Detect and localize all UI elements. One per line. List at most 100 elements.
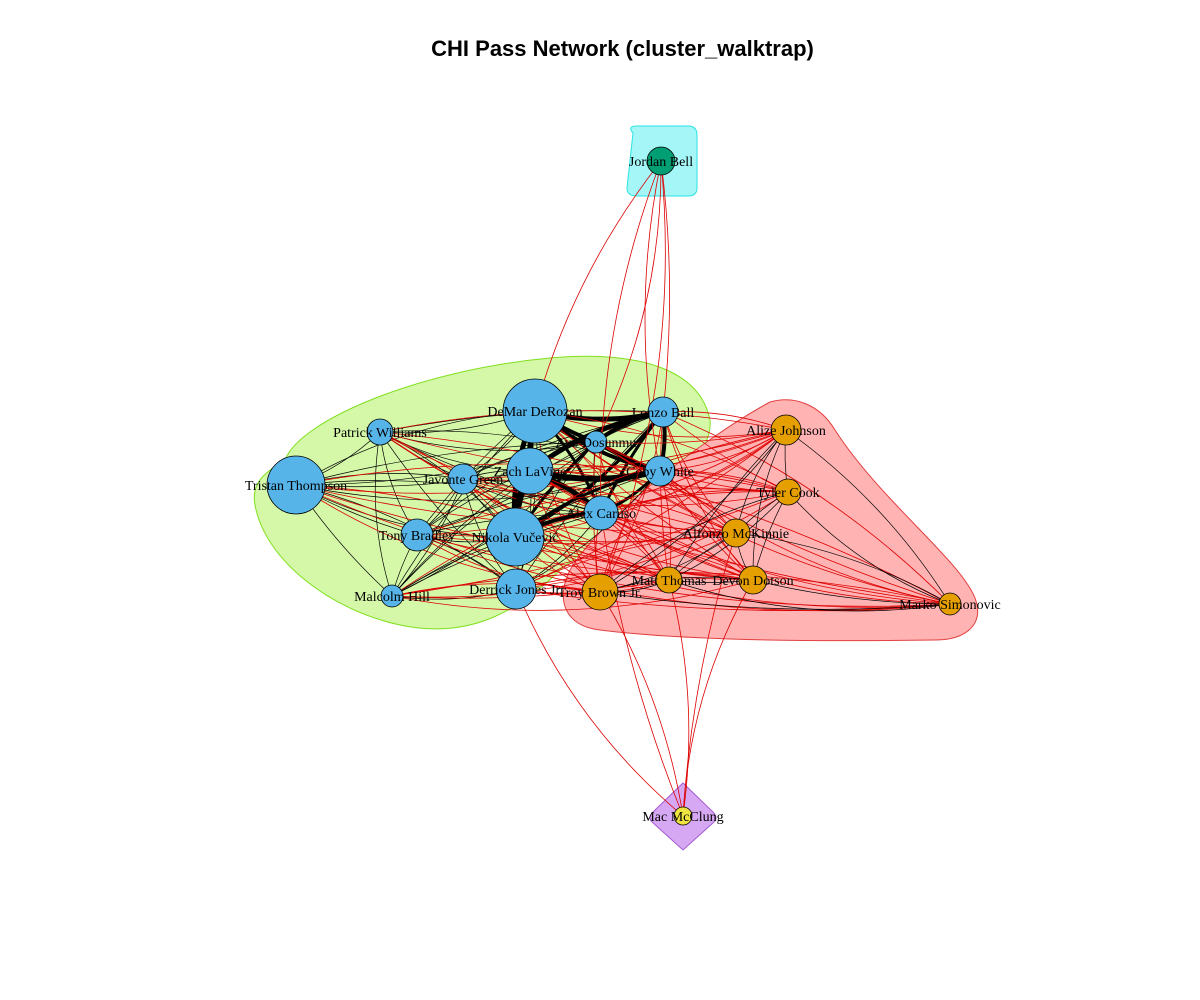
edge-bradley-dotson xyxy=(416,534,754,581)
edge-derozan-bell xyxy=(534,160,662,412)
node-simonovic xyxy=(938,592,962,616)
edge-hill-johnson xyxy=(391,429,787,597)
edge-williams-dotson xyxy=(379,431,754,581)
edge-ball-bell xyxy=(660,160,670,413)
edge-bradley-simonovic xyxy=(416,534,951,612)
node-green xyxy=(447,463,479,495)
edge-johnson-dotson xyxy=(752,429,787,581)
node-label-hill: Malcolm Hill xyxy=(354,590,430,605)
node-label-simonovic: Marko Simonovic xyxy=(899,598,1001,613)
edge-johnson-brown xyxy=(599,429,787,593)
edge-thomas-mcclung xyxy=(668,579,690,817)
node-label-mcclung: Mac McClung xyxy=(642,810,723,825)
edge-brown-mcclung xyxy=(599,591,684,817)
edge-hill-dotson xyxy=(391,579,754,611)
edge-white-bradley xyxy=(416,470,661,536)
node-dosunmu xyxy=(584,430,608,454)
edge-ball-mckinnie xyxy=(662,411,737,534)
edge-thompson-lavine xyxy=(295,470,531,488)
node-johnson xyxy=(770,414,802,446)
node-label-derozan: DeMar DeRozan xyxy=(487,405,582,420)
node-label-green: Javonte Green xyxy=(423,473,503,488)
node-cook xyxy=(774,478,802,506)
edge-ball-thomas xyxy=(660,411,670,581)
edge-brown-simonovic xyxy=(599,591,951,610)
edge-jones-mckinnie xyxy=(515,532,737,590)
edge-lavine-dotson xyxy=(529,470,754,581)
edge-bradley-cook xyxy=(416,488,789,536)
edge-dosunmu-johnson xyxy=(595,429,787,444)
node-label-caruso: Alex Caruso xyxy=(566,507,636,522)
node-derozan xyxy=(502,378,568,444)
edge-cook-brown xyxy=(599,491,789,593)
edge-ball-simonovic xyxy=(662,411,951,605)
edge-lavine-mckinnie xyxy=(529,470,737,534)
node-white xyxy=(644,455,676,487)
edge-johnson-thomas xyxy=(668,429,787,581)
node-label-thompson: Tristan Thompson xyxy=(245,479,347,494)
edge-green-johnson xyxy=(462,429,787,480)
node-label-brown: Troy Brown Jr. xyxy=(558,586,643,601)
edge-caruso-mcclung xyxy=(600,512,684,817)
node-thompson xyxy=(266,455,326,515)
node-label-lavine: Zach LaVine xyxy=(494,465,567,480)
node-label-cook: Tyler Cook xyxy=(756,486,819,501)
node-mcclung xyxy=(673,806,693,826)
node-mckinnie xyxy=(721,518,751,548)
node-williams xyxy=(366,418,394,446)
edge-williams-hill xyxy=(374,431,393,597)
node-label-williams: Patrick Williams xyxy=(333,426,427,441)
node-jones xyxy=(495,568,537,610)
node-caruso xyxy=(583,495,619,531)
nodes-layer xyxy=(266,146,962,826)
edge-white-bell xyxy=(644,160,662,472)
edge-lavine-simonovic xyxy=(529,470,951,605)
edge-williams-johnson xyxy=(379,410,787,433)
edge-dosunmu-thompson xyxy=(295,441,597,486)
node-label-mckinnie: Alfonzo McKinnie xyxy=(683,527,789,542)
edge-jones-mcclung xyxy=(515,588,684,817)
edge-white-jones xyxy=(515,470,661,590)
edge-johnson-simonovic xyxy=(785,429,951,605)
edge-dotson-mcclung xyxy=(682,579,754,817)
edge-caruso-bell xyxy=(600,160,662,514)
edge-williams-jones xyxy=(379,431,517,590)
edge-jones-cook xyxy=(515,491,789,590)
node-label-johnson: Alize Johnson xyxy=(746,424,826,439)
edge-cook-simonovic xyxy=(787,491,951,605)
node-label-white: Coby White xyxy=(626,465,694,480)
labels-layer: DeMar DeRozan Lonzo Ball Patrick Williams A… xyxy=(245,155,1001,825)
edge-hill-cook xyxy=(391,491,789,597)
edge-brown-bell xyxy=(599,160,666,593)
node-lavine xyxy=(506,447,554,495)
node-bell xyxy=(646,146,676,176)
edge-mckinnie-simonovic xyxy=(735,532,951,605)
edge-jones-johnson xyxy=(515,429,787,590)
node-label-dosunmu: Ayo Dosunmu xyxy=(556,436,637,451)
edge-green-simonovic xyxy=(462,478,951,605)
edge-hill-brown xyxy=(391,583,601,597)
edge-thompson-thomas xyxy=(295,484,670,581)
node-label-bradley: Tony Bradley xyxy=(379,529,455,544)
node-hill xyxy=(380,584,404,608)
edge-thomas-simonovic xyxy=(668,579,951,612)
cluster-hulls xyxy=(253,125,979,851)
edge-dotson-simonovic xyxy=(752,579,951,605)
edge-caruso-simonovic xyxy=(600,512,951,605)
node-vucevic xyxy=(485,507,545,567)
edge-green-mckinnie xyxy=(462,478,737,534)
edge-hill-mckinnie xyxy=(391,532,737,598)
edge-vucevic-cook xyxy=(514,491,789,538)
node-label-thomas: Matt Thomas xyxy=(632,574,707,589)
node-label-vucevic: Nikola Vučević xyxy=(471,531,558,546)
edge-white-simonovic xyxy=(659,470,951,605)
node-label-bell: Jordan Bell xyxy=(629,155,693,170)
node-brown xyxy=(581,573,619,611)
node-label-jones: Derrick Jones Jr. xyxy=(469,583,563,598)
node-dotson xyxy=(738,565,768,595)
chart-title: CHI Pass Network (cluster_walktrap) xyxy=(431,36,814,61)
node-label-ball: Lonzo Ball xyxy=(632,406,695,421)
edge-ball-dotson xyxy=(662,411,754,581)
node-ball xyxy=(647,396,679,428)
